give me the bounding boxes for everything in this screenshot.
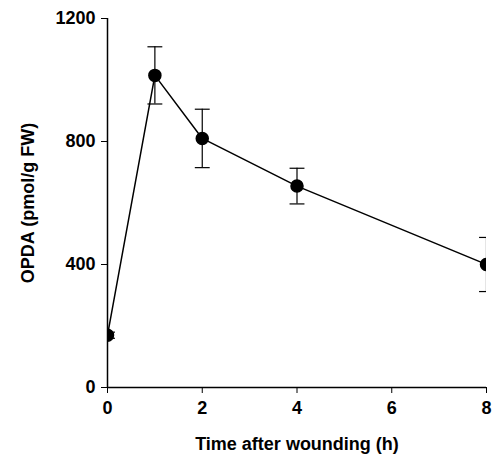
- svg-text:400: 400: [65, 254, 95, 274]
- svg-text:8: 8: [481, 398, 491, 418]
- svg-text:0: 0: [102, 398, 112, 418]
- svg-text:OPDA (pmol/g FW): OPDA (pmol/g FW): [18, 123, 38, 283]
- svg-text:6: 6: [387, 398, 397, 418]
- svg-text:800: 800: [65, 131, 95, 151]
- svg-text:2: 2: [197, 398, 207, 418]
- svg-text:1200: 1200: [55, 8, 95, 28]
- svg-text:0: 0: [85, 377, 95, 397]
- svg-text:Time after wounding (h): Time after wounding (h): [195, 434, 399, 454]
- svg-text:4: 4: [292, 398, 302, 418]
